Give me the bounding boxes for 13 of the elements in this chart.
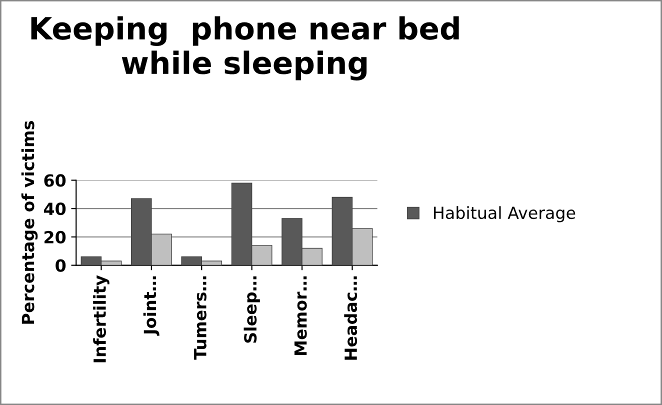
legend-label: Habitual Average [434, 206, 576, 222]
x-tick-label: Joint… [143, 276, 160, 336]
x-tick-label: Infertility [93, 275, 110, 362]
x-tick-label: Headac… [344, 276, 358, 360]
chart-title: Keeping phone near bed while sleeping [31, 16, 459, 80]
x-tick-label: Sleep… [244, 276, 260, 343]
x-tick-label: Memor… [294, 276, 307, 356]
y-tick-label: 40 [44, 202, 66, 216]
y-tick-label: 60 [44, 174, 66, 187]
y-tick-label: 20 [44, 230, 66, 244]
y-tick-label: 0 [56, 259, 66, 272]
y-axis-title: Percentage of victims [21, 121, 38, 324]
x-tick-label: Tumers… [194, 276, 206, 360]
